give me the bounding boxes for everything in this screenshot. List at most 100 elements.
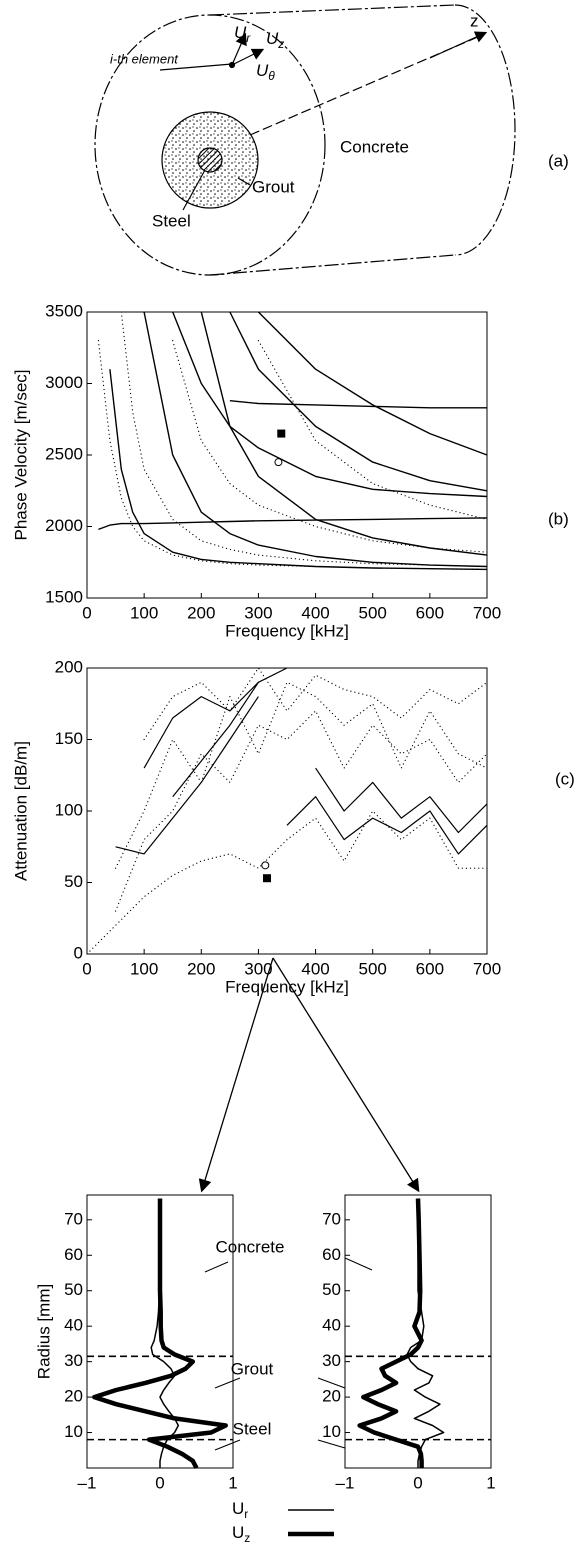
series-line: [109, 369, 488, 571]
subscript: z: [277, 37, 284, 51]
annotation-leader: [214, 1377, 241, 1389]
y-tick-label: 20: [64, 1387, 83, 1406]
series-line: [143, 667, 288, 769]
subscript: r: [246, 31, 251, 45]
series-line: [92, 1198, 228, 1470]
series-line: [115, 710, 488, 912]
arrow: [272, 957, 420, 1193]
y-tick-label: 40: [64, 1316, 83, 1335]
x-tick-label: 400: [301, 603, 329, 622]
ur-label: Ur: [234, 23, 251, 45]
marker: [263, 874, 271, 883]
symbol: U: [232, 1499, 244, 1518]
utheta-label: Uθ: [256, 61, 275, 83]
series-line: [115, 696, 259, 855]
region-annotation: Grout: [231, 1359, 274, 1378]
x-tick-label: 100: [130, 959, 158, 978]
panel-label: (a): [548, 151, 569, 170]
series-line: [115, 681, 488, 869]
y-axis-label: Attenuation [dB/m]: [11, 741, 30, 881]
uz-label: Uz: [266, 29, 284, 51]
plot-frame: [86, 667, 488, 955]
x-tick-label: –1: [78, 1473, 97, 1492]
plot-frame: [86, 311, 488, 599]
element-dot: [228, 61, 236, 69]
annotation-leader: [317, 1439, 346, 1449]
element-label: i-th element: [110, 51, 179, 66]
x-tick-label: 500: [359, 603, 387, 622]
y-tick-label: 50: [64, 872, 83, 891]
x-tick-label: 500: [359, 959, 387, 978]
x-tick-label: 100: [130, 603, 158, 622]
panel-label: (c): [555, 769, 575, 788]
y-tick-label: 3500: [45, 301, 83, 320]
arrow: [198, 957, 274, 1193]
y-tick-label: 70: [64, 1209, 83, 1228]
y-tick-label: 50: [64, 1280, 83, 1299]
y-tick-label: 3000: [45, 373, 83, 392]
x-tick-label: –1: [336, 1473, 355, 1492]
region-annotation: Concrete: [216, 1237, 285, 1256]
y-tick-label: 20: [322, 1387, 341, 1406]
y-tick-label: 2500: [45, 444, 83, 463]
cylinder-diagram: [94, 4, 516, 276]
legend-label: Uz: [232, 1523, 250, 1545]
series-line: [357, 1198, 424, 1468]
legend-label: Ur: [232, 1499, 248, 1521]
series-line: [98, 517, 488, 531]
y-tick-label: 30: [322, 1351, 341, 1370]
grout-leader: [237, 177, 251, 186]
y-tick-label: 60: [64, 1245, 83, 1264]
y-tick-label: 10: [322, 1422, 341, 1441]
y-tick-label: 1500: [45, 587, 83, 606]
marker: [274, 458, 283, 467]
y-tick-label: 50: [322, 1280, 341, 1299]
symbol: U: [234, 23, 247, 42]
x-tick-label: 0: [82, 959, 91, 978]
series-line: [257, 340, 488, 520]
steel-region: [197, 147, 223, 173]
symbol: U: [232, 1523, 244, 1542]
subscript: θ: [268, 69, 275, 83]
x-axis-label: Frequency [kHz]: [225, 621, 349, 640]
y-axis-label: Radius [mm]: [34, 1284, 53, 1379]
series-line: [315, 767, 488, 834]
series-line: [172, 340, 488, 553]
x-tick-label: 300: [244, 603, 272, 622]
x-tick-label: 300: [244, 959, 272, 978]
x-tick-label: 0: [155, 1473, 164, 1492]
series-line: [257, 311, 488, 456]
series-line: [406, 1198, 445, 1468]
series-line: [172, 311, 488, 498]
marker: [261, 861, 270, 870]
x-tick-label: 200: [187, 959, 215, 978]
concrete-label: Concrete: [340, 137, 409, 156]
z-label: z: [470, 11, 479, 30]
cylinder-edge: [209, 4, 456, 276]
x-tick-label: 0: [82, 603, 91, 622]
x-tick-label: 200: [187, 603, 215, 622]
region-annotation: Steel: [233, 1419, 272, 1438]
uz-arrow: [231, 48, 265, 66]
x-tick-label: 600: [416, 603, 444, 622]
y-axis-label: Phase Velocity [m/sec]: [11, 369, 30, 540]
ur-arrow: [231, 32, 247, 66]
series-line: [86, 810, 488, 955]
annotation-leader: [214, 1439, 241, 1451]
y-tick-label: 70: [322, 1209, 341, 1228]
back-boundary: [454, 4, 516, 256]
steel-label: Steel: [152, 211, 191, 230]
annotation-leader: [344, 1257, 373, 1271]
x-tick-label: 700: [473, 603, 501, 622]
x-tick-label: 700: [473, 959, 501, 978]
x-axis-label: Frequency [kHz]: [225, 977, 349, 996]
annotation-leader: [204, 1261, 229, 1273]
y-tick-label: 2000: [45, 516, 83, 535]
grout-label: Grout: [252, 177, 295, 196]
y-tick-label: 40: [322, 1316, 341, 1335]
symbol: U: [266, 29, 279, 48]
x-tick-label: 1: [486, 1473, 495, 1492]
subscript: r: [244, 1507, 248, 1521]
y-tick-label: 30: [64, 1351, 83, 1370]
